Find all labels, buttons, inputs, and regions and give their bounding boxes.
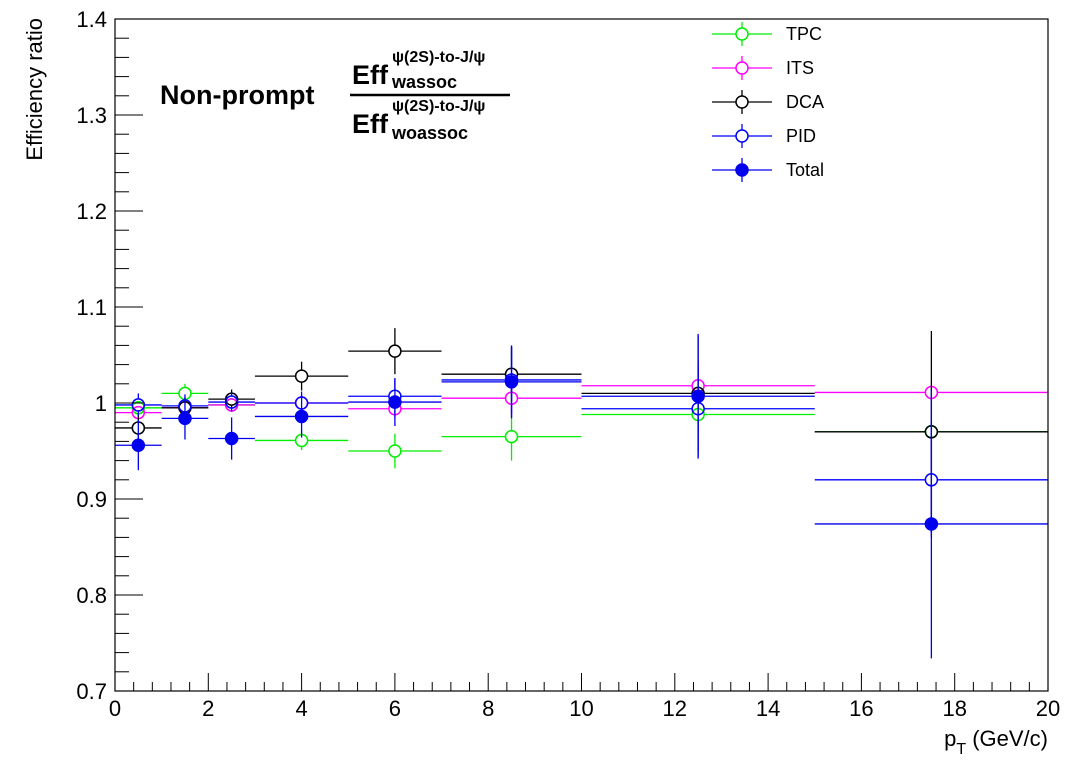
annotation-numerator-sup: ψ(2S)-to-J/ψ [392,49,485,66]
data-point [294,409,309,424]
x-tick-label: 12 [663,696,687,721]
x-tick-label: 2 [202,696,214,721]
data-point [224,395,239,409]
annotation-denominator-sup: ψ(2S)-to-J/ψ [392,98,485,115]
data-point [294,369,309,383]
x-tick-label: 14 [756,696,780,721]
data-point [224,431,239,446]
legend-entry-tpc: TPC [712,22,822,46]
data-point [388,395,402,409]
legend-marker [735,27,749,41]
y-tick-label: 0.8 [76,583,107,608]
legend-marker [735,129,749,143]
x-tick-label: 16 [849,696,873,721]
legend-marker [735,61,749,75]
x-axis-title-sub: T [956,741,966,758]
x-tick-label: 20 [1036,696,1060,721]
data-marks [115,328,1048,659]
legend-entry-its: ITS [712,56,814,80]
data-point [504,429,519,444]
annotation-prefix: Non-prompt [160,80,314,110]
x-tick-label: 10 [569,696,593,721]
legend-marker [735,163,749,177]
x-tick-label: 18 [942,696,966,721]
y-tick-label: 1.2 [76,199,107,224]
data-point [131,438,146,452]
y-tick-label: 1.4 [76,7,107,32]
x-axis-title: pT (GeV/c) [944,726,1048,758]
y-tick-label: 1 [95,391,107,416]
data-point [131,398,146,412]
x-tick-label: 6 [389,696,401,721]
x-tick-label: 4 [295,696,307,721]
x-tick-label: 8 [482,696,494,721]
legend-label: Total [786,160,824,180]
annotation-denominator-sub: woassoc [391,123,468,143]
legend-entry-pid: PID [712,124,816,148]
data-point [388,444,402,458]
annotation-numerator-main: Eff [352,60,389,90]
legend-entry-dca: DCA [712,90,824,114]
legend-marker [735,95,749,109]
legend-label: ITS [786,58,814,78]
y-tick-label: 0.7 [76,679,107,704]
data-point [924,517,939,531]
y-tick-label: 0.9 [76,487,107,512]
x-axis-title-unit: (GeV/c) [966,726,1048,751]
x-axis-title-main: p [944,726,956,751]
legend-label: DCA [786,92,824,112]
legend-label: PID [786,126,816,146]
y-axis-title: Efficiency ratio [22,18,47,161]
series-total [115,333,1048,659]
y-tick-label: 1.1 [76,295,107,320]
y-tick-label: 1.3 [76,103,107,128]
data-point [691,389,705,404]
legend-label: TPC [786,24,822,44]
legend-entry-total: Total [712,158,824,182]
legend: TPC ITS DCA PID Total [712,22,824,182]
x-tick-label: 0 [109,696,121,721]
annotation-numerator-sub: wassoc [391,72,457,92]
data-point [504,375,519,389]
data-point [178,411,192,426]
annotation-denominator-main: Eff [352,109,389,139]
data-point [388,344,402,358]
axes: 0 2 4 6 8 10 12 14 16 18 20 0.7 0.8 0.9 1 1.1 1.2 1.3 1.4 [76,7,1060,721]
ratio-annotation: Non-prompt Eff ψ(2S)-to-J/ψ wassoc Eff ψ… [160,49,510,143]
